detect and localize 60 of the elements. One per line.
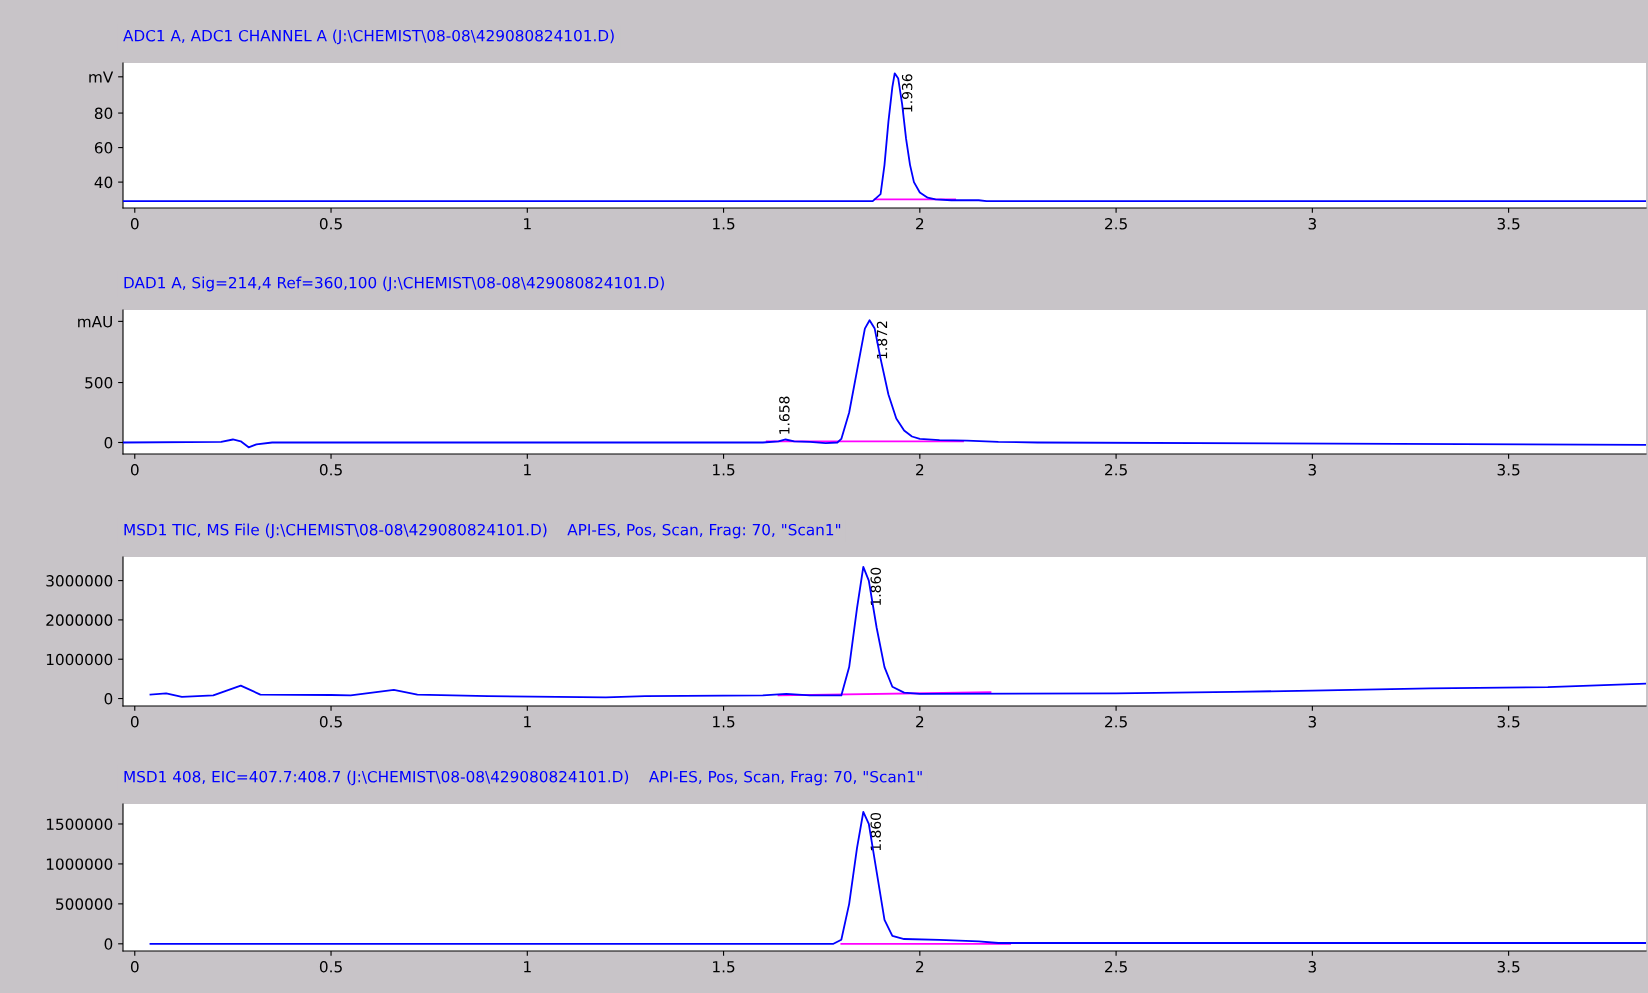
x-tick-label: 1.5: [713, 961, 735, 973]
y-tick-label: 500: [85, 377, 113, 389]
x-tick-label: 1: [524, 961, 531, 973]
x-tick-label: 1.5: [713, 218, 735, 230]
x-tick-label: 2.5: [1105, 217, 1127, 230]
y-tick-label: 60: [94, 142, 113, 154]
annotation: 1.872: [876, 321, 888, 359]
y-tick-label: 3000000: [46, 575, 113, 587]
y-tick-label: 500000: [56, 898, 113, 910]
y-tick-label: 1000000: [46, 858, 113, 870]
x-tick-label: 3.5: [1497, 715, 1520, 728]
x-tick-label: 3: [1308, 217, 1316, 230]
x-tick-label: 3.5: [1497, 463, 1520, 476]
x-tick-label: 2.5: [1105, 715, 1127, 728]
x-tick-label: 2.5: [1105, 960, 1127, 973]
x-tick-label: 0.5: [319, 715, 342, 728]
y-tick-label: mAU: [78, 316, 112, 328]
x-tick-label: 1.5: [713, 464, 735, 476]
y-tick-label: mV: [89, 71, 114, 83]
x-tick-label: 1: [524, 716, 531, 728]
line-series: [149, 811, 1646, 945]
x-tick-label: 0: [130, 463, 139, 476]
chart-title: MSD1 TIC, MS File (J:\CHEMIST\08-08\429080824101.D) API-ES, Pos, Scan, Frag: 70, "Scan1": [124, 523, 841, 539]
chart-title: MSD1 408, EIC=407.7:408.7 (J:\CHEMIST\08-08\429080824101.D) API-ES, Pos, Scan, Frag: 70, "Scan1": [124, 770, 922, 786]
y-tick-label: 2000000: [46, 614, 113, 626]
x-tick-label: 0: [130, 715, 139, 728]
y-tick-label: 0: [104, 938, 113, 950]
x-tick-label: 2.5: [1105, 463, 1127, 476]
line-series: [123, 319, 1646, 449]
x-tick-label: 3.5: [1497, 960, 1520, 973]
x-tick-label: 3: [1308, 715, 1316, 728]
annotation: 1.936: [901, 74, 913, 112]
x-tick-label: 2: [916, 715, 924, 728]
y-tick-label: 1000000: [46, 653, 113, 666]
x-tick-label: 1.5: [713, 716, 735, 728]
x-tick-label: 2: [916, 960, 924, 973]
y-tick-label: 0: [104, 436, 113, 449]
annotation: 1.658: [779, 396, 790, 434]
x-tick-label: 2: [916, 217, 924, 230]
x-tick-label: 1: [524, 464, 531, 476]
line-series: [123, 72, 1646, 203]
chart-title: DAD1 A, Sig=214,4 Ref=360,100 (J:\CHEMIST\08-08\429080824101.D): [124, 276, 664, 292]
line-series: [149, 565, 1646, 699]
x-tick-label: 0.5: [319, 960, 342, 973]
annotation: 1.860: [870, 567, 881, 606]
y-tick-label: 0: [104, 693, 113, 705]
annotation: 1.860: [870, 812, 881, 851]
chart-title: ADC1 A, ADC1 CHANNEL A (J:\CHEMIST\08-08\429080824101.D): [123, 29, 614, 45]
y-tick-label: 1500000: [46, 818, 113, 830]
x-tick-label: 0: [130, 217, 139, 230]
y-tick-label: 40: [94, 176, 113, 189]
x-tick-label: 2: [916, 463, 924, 476]
x-tick-label: 3.5: [1497, 217, 1520, 230]
x-tick-label: 0.5: [319, 217, 342, 230]
x-tick-label: 1: [524, 218, 531, 230]
y-tick-label: 80: [94, 107, 113, 120]
x-tick-label: 0: [130, 960, 139, 973]
x-tick-label: 0.5: [319, 463, 342, 476]
x-tick-label: 3: [1308, 463, 1316, 476]
x-tick-label: 3: [1308, 960, 1316, 973]
